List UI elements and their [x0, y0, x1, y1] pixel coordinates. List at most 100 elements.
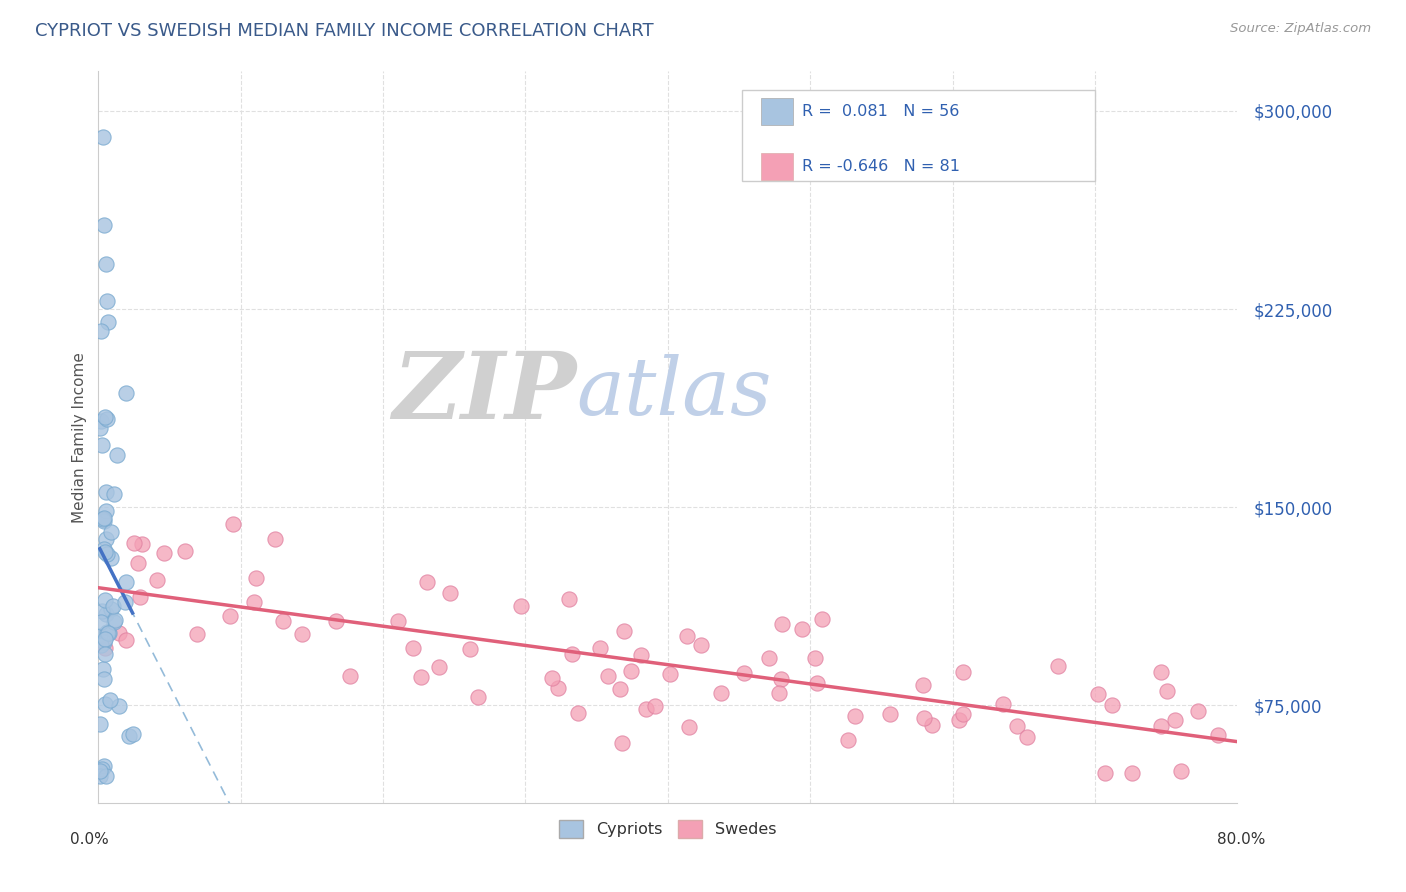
- Point: [127, 557, 149, 571]
- Point: [1164, 713, 1187, 727]
- Point: [1101, 698, 1123, 713]
- Point: [630, 648, 652, 662]
- Point: [620, 664, 643, 678]
- Point: [291, 626, 314, 640]
- Text: 80.0%: 80.0%: [1218, 832, 1265, 847]
- Point: [540, 671, 562, 685]
- Text: R = -0.646   N = 81: R = -0.646 N = 81: [803, 159, 960, 174]
- Point: [770, 616, 793, 631]
- Point: [636, 702, 658, 716]
- Point: [94, 485, 117, 500]
- Point: [89, 769, 111, 783]
- Point: [387, 614, 409, 628]
- Point: [733, 665, 755, 680]
- Point: [609, 681, 631, 696]
- Point: [100, 601, 122, 615]
- Point: [94, 697, 117, 711]
- Point: [1206, 728, 1229, 742]
- Point: [912, 678, 935, 692]
- Point: [678, 720, 700, 734]
- Point: [103, 615, 125, 629]
- Point: [93, 759, 115, 773]
- Text: ZIP: ZIP: [392, 348, 576, 438]
- Point: [93, 511, 115, 525]
- Point: [174, 544, 197, 558]
- Point: [93, 672, 115, 686]
- Point: [118, 729, 141, 743]
- Point: [96, 532, 118, 546]
- Point: [129, 590, 152, 604]
- Point: [948, 713, 970, 727]
- Point: [131, 537, 153, 551]
- Point: [89, 764, 111, 778]
- Point: [91, 130, 114, 145]
- Point: [921, 718, 943, 732]
- Point: [114, 574, 136, 589]
- Point: [114, 386, 136, 401]
- Point: [100, 525, 122, 540]
- Point: [409, 671, 432, 685]
- Point: [610, 736, 633, 750]
- Point: [758, 650, 780, 665]
- Point: [325, 614, 347, 628]
- Point: [644, 698, 666, 713]
- Point: [94, 592, 117, 607]
- Legend: Cypriots, Swedes: Cypriots, Swedes: [554, 815, 782, 842]
- Point: [100, 550, 122, 565]
- Text: R =  0.081   N = 56: R = 0.081 N = 56: [803, 104, 960, 120]
- Point: [245, 571, 267, 585]
- Bar: [761, 153, 793, 180]
- Point: [659, 667, 682, 681]
- Point: [416, 575, 439, 590]
- Point: [567, 706, 589, 720]
- Point: [93, 635, 115, 649]
- Point: [145, 573, 167, 587]
- Point: [90, 615, 112, 629]
- Point: [561, 648, 583, 662]
- Point: [1047, 659, 1070, 673]
- Point: [467, 690, 489, 704]
- Point: [339, 669, 361, 683]
- Point: [94, 409, 117, 424]
- Point: [91, 438, 114, 452]
- Point: [844, 709, 866, 723]
- Point: [1121, 765, 1143, 780]
- Point: [219, 609, 242, 624]
- Point: [93, 218, 115, 232]
- Point: [186, 627, 208, 641]
- Point: [93, 514, 115, 528]
- Point: [89, 629, 111, 643]
- Point: [952, 706, 974, 721]
- Text: atlas: atlas: [576, 354, 772, 432]
- Point: [912, 711, 935, 725]
- Point: [879, 707, 901, 722]
- Point: [598, 669, 620, 683]
- Point: [1094, 765, 1116, 780]
- Point: [108, 698, 131, 713]
- Point: [97, 626, 120, 640]
- Point: [97, 315, 120, 329]
- Point: [558, 591, 581, 606]
- Point: [1149, 665, 1171, 679]
- Point: [689, 638, 711, 652]
- Point: [427, 660, 450, 674]
- Point: [105, 448, 128, 462]
- Point: [94, 257, 117, 271]
- Point: [243, 594, 266, 608]
- Point: [94, 648, 117, 662]
- Point: [93, 632, 115, 646]
- Point: [96, 624, 118, 639]
- Point: [1005, 719, 1028, 733]
- Point: [90, 324, 112, 338]
- Point: [91, 763, 114, 777]
- Point: [96, 294, 118, 309]
- Point: [1170, 764, 1192, 779]
- Point: [1187, 704, 1209, 718]
- Point: [97, 626, 120, 640]
- Point: [94, 504, 117, 518]
- Point: [613, 624, 636, 638]
- Bar: [761, 98, 793, 126]
- Point: [90, 414, 112, 428]
- Point: [547, 681, 569, 695]
- Point: [96, 607, 118, 621]
